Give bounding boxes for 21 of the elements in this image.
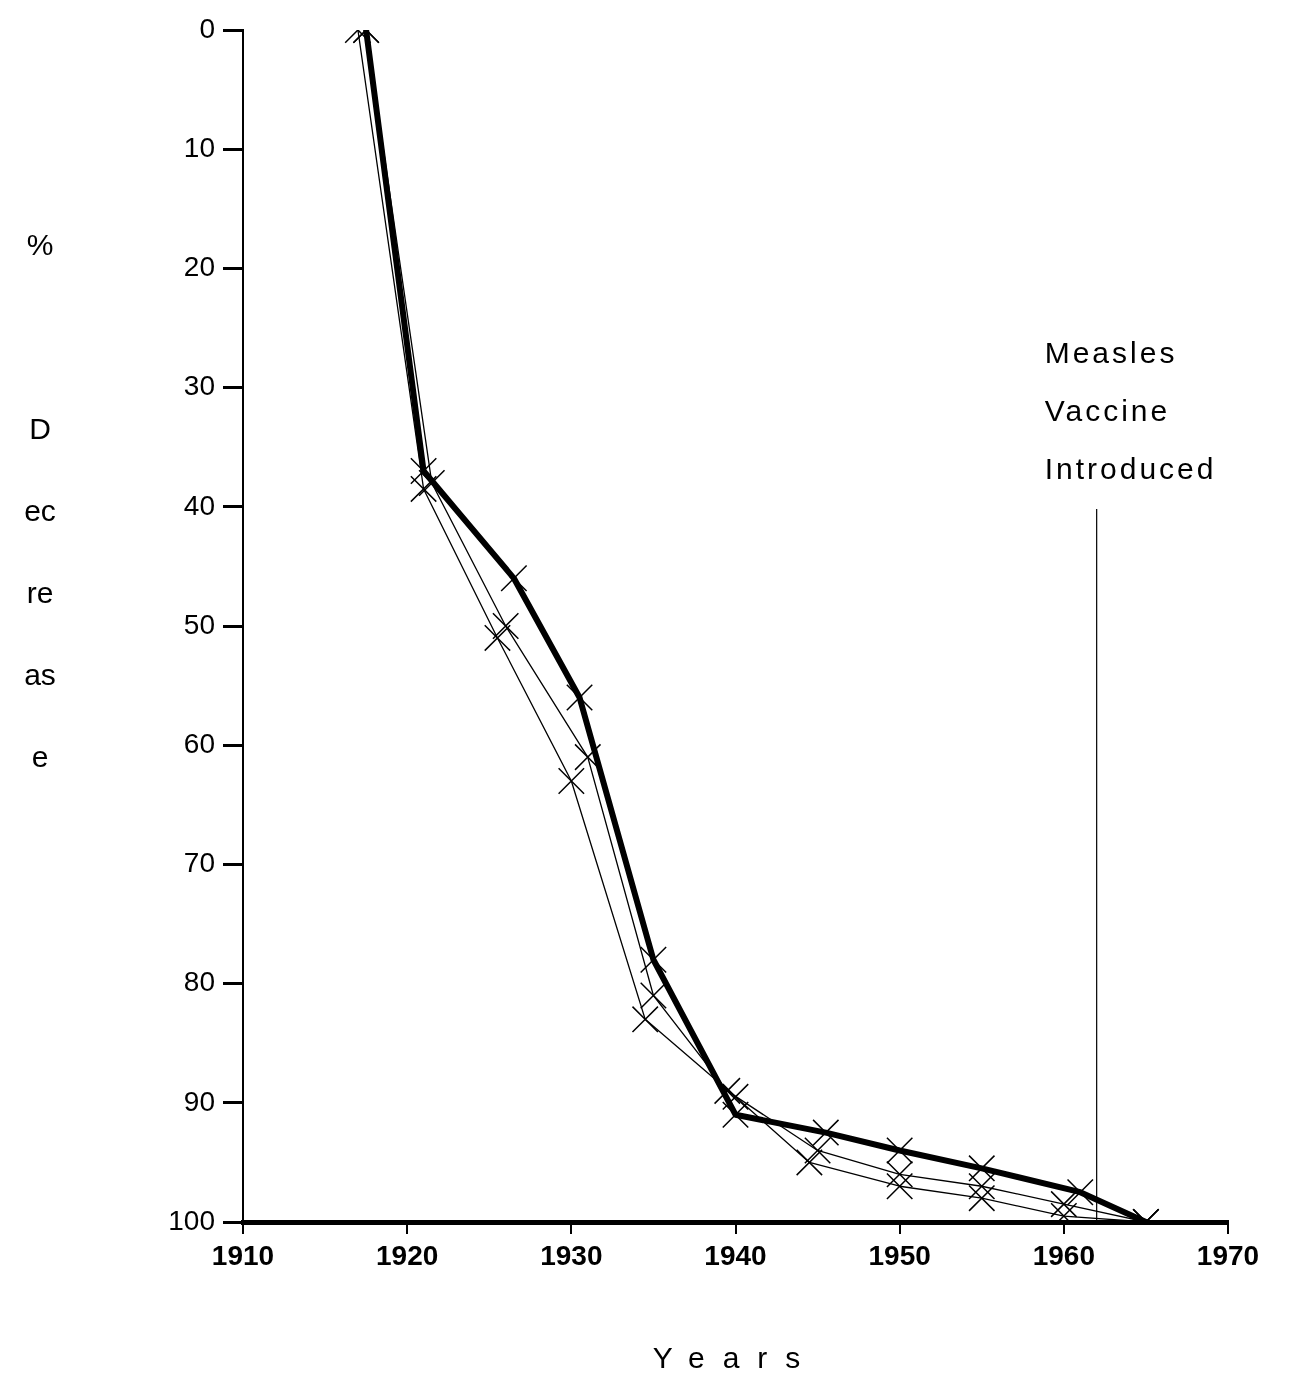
x-axis-title: Years xyxy=(652,1341,819,1375)
y-tick-label: 0 xyxy=(199,12,215,44)
y-tick-label: 20 xyxy=(183,251,215,283)
x-tick-label: 1920 xyxy=(376,1239,439,1271)
x-tick-label: 1930 xyxy=(540,1239,603,1271)
y-tick-label: 30 xyxy=(183,370,215,402)
y-tick-label: 40 xyxy=(183,489,215,521)
y-tick-label: 50 xyxy=(183,608,215,640)
text: % Decrease xyxy=(24,228,56,773)
y-tick-label: 60 xyxy=(183,727,215,759)
y-tick-label: 90 xyxy=(183,1085,215,1117)
y-tick-label: 80 xyxy=(183,966,215,998)
x-tick-label: 1940 xyxy=(704,1239,767,1271)
y-tick-label: 70 xyxy=(183,847,215,879)
x-tick-label: 1950 xyxy=(868,1239,931,1271)
x-tick-label: 1960 xyxy=(1032,1239,1095,1271)
ref-line-label: Measles Vaccine Introduced xyxy=(1044,336,1217,486)
x-tick-label: 1910 xyxy=(211,1239,275,1271)
y-tick-label: 10 xyxy=(183,131,215,163)
y-tick-label: 100 xyxy=(168,1204,215,1236)
x-tick-label: 1970 xyxy=(1196,1239,1260,1271)
